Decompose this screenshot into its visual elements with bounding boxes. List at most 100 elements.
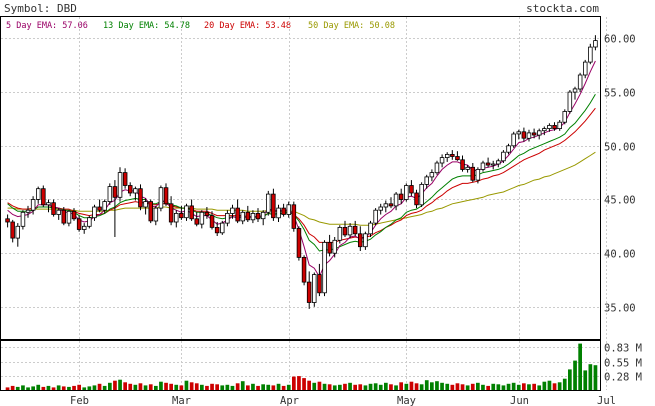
candle-body <box>306 281 312 303</box>
candle <box>542 126 547 136</box>
candle <box>107 183 113 205</box>
candle-body <box>480 162 486 170</box>
candle <box>552 122 557 131</box>
month-label: Mar <box>172 395 191 406</box>
volume-bar <box>102 385 107 390</box>
candle <box>434 160 440 175</box>
candle-body <box>424 176 429 185</box>
price-tick-label: 55.00 <box>604 88 636 100</box>
candle <box>71 208 77 221</box>
candle <box>306 271 312 309</box>
volume-bar <box>307 380 311 390</box>
volume-bar <box>123 382 127 390</box>
candle-body <box>542 128 547 132</box>
candle <box>36 186 41 204</box>
volume-bar <box>363 385 368 390</box>
candle <box>393 192 399 211</box>
candle-body <box>490 163 496 166</box>
candle <box>194 212 199 227</box>
month-label: Apr <box>280 395 299 406</box>
volume-bar <box>5 387 10 390</box>
volume-bar <box>424 380 429 390</box>
candle <box>56 208 61 220</box>
candle-body <box>342 226 348 236</box>
candle-body <box>10 221 15 239</box>
volume-bar <box>210 383 214 390</box>
volume-bar <box>547 380 552 390</box>
volume-bar <box>404 383 409 390</box>
candle <box>122 168 128 189</box>
candle-body <box>271 193 276 219</box>
candle <box>271 188 276 221</box>
candle-body <box>485 162 491 166</box>
volume-bar <box>568 369 572 390</box>
candle-body <box>225 212 230 224</box>
candle-body <box>20 211 26 227</box>
candle-body <box>526 132 532 139</box>
candle <box>424 174 429 189</box>
candle-body <box>209 215 215 228</box>
volume-bar <box>97 383 102 390</box>
candle <box>173 210 179 228</box>
volume-bar <box>56 385 61 390</box>
candle-body <box>419 183 424 206</box>
volume-bar <box>36 384 41 390</box>
volume-bar <box>465 385 470 390</box>
volume-bar <box>312 382 317 390</box>
volume-bar <box>200 384 204 390</box>
candle-body <box>547 125 552 130</box>
candle-body <box>30 199 36 211</box>
candle-body <box>219 222 225 234</box>
candle <box>567 90 573 114</box>
candle <box>583 59 588 79</box>
candle <box>158 185 164 212</box>
volume-bar <box>230 385 235 390</box>
candle-body <box>383 203 389 208</box>
candle <box>168 196 174 226</box>
candle <box>204 207 210 219</box>
candle-body <box>429 172 435 178</box>
candle-body <box>511 133 516 147</box>
candle <box>235 199 240 224</box>
candle-body <box>56 209 61 215</box>
candle <box>230 204 235 219</box>
volume-bar <box>26 387 30 390</box>
volume-bar <box>450 384 455 390</box>
candle <box>102 199 107 214</box>
volume-bar <box>516 384 521 390</box>
candle-body <box>163 187 169 205</box>
candle <box>127 182 133 197</box>
candle-body <box>36 188 41 200</box>
volume-panel-border <box>0 340 601 391</box>
volume-bar <box>343 383 347 390</box>
candle-body <box>552 125 557 130</box>
candle-body <box>245 211 251 221</box>
candle-body <box>296 227 302 258</box>
candle-body <box>102 201 107 211</box>
candle-body <box>332 239 337 254</box>
grid <box>1 17 607 390</box>
site-label: stockta.com <box>526 2 599 15</box>
candle-body <box>173 212 179 223</box>
candle-body <box>470 166 475 181</box>
volume-bar <box>491 383 496 390</box>
axis-labels: 60.00 55.00 50.00 45.00 40.00 35.00 0.83 M 0.55… <box>70 34 642 406</box>
candle-body <box>398 193 404 200</box>
volume-bar <box>281 385 286 390</box>
candle-body <box>450 153 455 157</box>
volume-bar <box>215 384 219 390</box>
candle-body <box>567 91 573 112</box>
candle <box>419 182 424 207</box>
candle-body <box>322 241 327 294</box>
price-tick-label: 35.00 <box>604 303 636 315</box>
candle-body <box>363 233 368 248</box>
volume-bar <box>562 378 567 390</box>
candle-body <box>562 111 568 123</box>
candle <box>398 188 404 204</box>
candle <box>429 169 435 182</box>
volume-bar <box>159 381 163 390</box>
month-label: Feb <box>70 395 89 406</box>
volume-bar <box>61 386 66 390</box>
symbol-label: Symbol: DBD <box>4 2 77 15</box>
month-label: Jul <box>597 395 616 406</box>
